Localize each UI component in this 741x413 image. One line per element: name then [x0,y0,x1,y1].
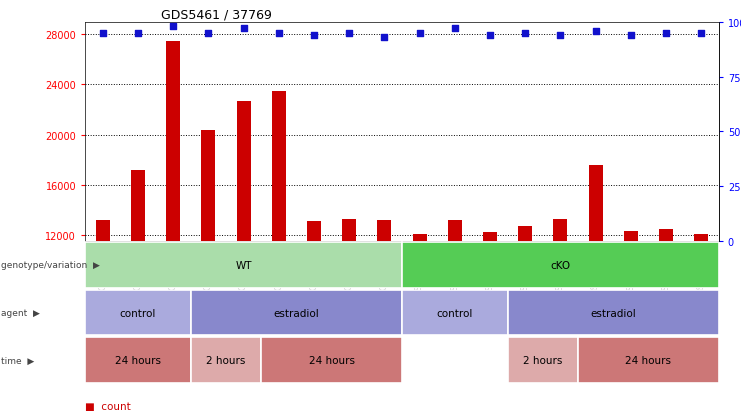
Bar [508,337,578,383]
Point [132,31,144,37]
Bar [307,222,321,385]
Bar [694,234,708,385]
Text: estradiol: estradiol [591,308,636,318]
Bar [261,337,402,383]
Point [484,33,496,39]
Text: ■  count: ■ count [85,401,131,411]
Bar [508,290,719,336]
Text: WT: WT [236,260,252,271]
Point [202,31,214,37]
Bar [483,233,497,385]
Text: time  ▶: time ▶ [1,356,34,365]
Bar [578,337,719,383]
Text: agent  ▶: agent ▶ [1,309,39,317]
Bar [85,337,191,383]
Bar [448,221,462,385]
Point [343,31,355,37]
Text: genotype/variation  ▶: genotype/variation ▶ [1,261,99,270]
Bar [96,221,110,385]
Point [167,24,179,31]
Bar [85,290,191,336]
Bar [166,41,180,385]
Point [625,33,637,39]
Point [273,31,285,37]
Point [554,33,566,39]
Bar [588,165,602,385]
Text: GDS5461 / 37769: GDS5461 / 37769 [162,9,272,21]
Point [660,31,672,37]
Bar [402,242,719,288]
Bar [202,130,216,385]
Text: 24 hours: 24 hours [115,355,161,366]
Point [379,35,391,41]
Point [97,31,109,37]
Point [413,31,425,37]
Point [590,28,602,35]
Text: 24 hours: 24 hours [308,355,355,366]
Text: 2 hours: 2 hours [206,355,246,366]
Point [238,26,250,33]
Bar [413,234,427,385]
Bar [236,102,250,385]
Text: control: control [120,308,156,318]
Bar [402,290,508,336]
Bar [659,229,673,385]
Text: estradiol: estradiol [273,308,319,318]
Bar [554,219,568,385]
Bar [131,170,145,385]
Text: 24 hours: 24 hours [625,355,671,366]
Bar [191,337,261,383]
Point [695,31,707,37]
Bar [85,242,402,288]
Bar [191,290,402,336]
Point [449,26,461,33]
Point [308,33,320,39]
Bar [272,92,286,385]
Bar [342,219,356,385]
Point [519,31,531,37]
Bar [624,232,638,385]
Text: control: control [436,308,473,318]
Text: 2 hours: 2 hours [523,355,562,366]
Text: cKO: cKO [551,260,571,271]
Bar [377,221,391,385]
Bar [518,227,532,385]
